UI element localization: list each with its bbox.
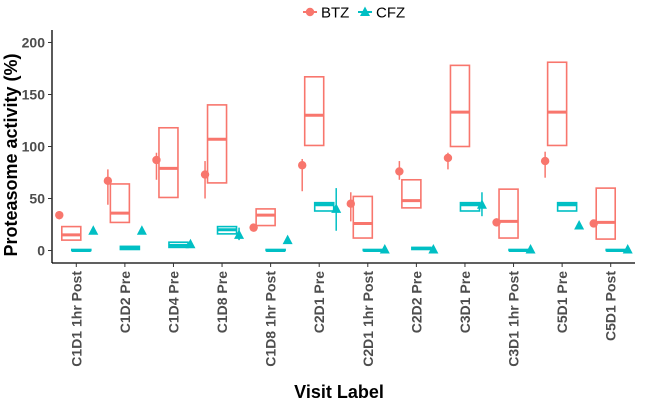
x-tick-label: C1D1 1hr Post	[68, 271, 84, 367]
cfz-point	[476, 199, 487, 209]
cfz-point	[379, 243, 390, 254]
legend-marker	[305, 7, 315, 17]
btz-box	[158, 126, 179, 199]
btz-point	[152, 155, 161, 165]
x-tick-label: C3D1 1hr Post	[506, 271, 522, 367]
cfz-box	[556, 201, 578, 212]
btz-box	[206, 104, 228, 184]
btz-point	[346, 199, 355, 208]
x-tick-label: C5D1 Post	[603, 271, 619, 341]
btz-box	[352, 195, 374, 239]
cfz-point	[574, 220, 585, 230]
btz-box	[303, 76, 325, 147]
legend-label: BTZ	[321, 5, 349, 22]
x-tick-label: C5D1 Pre	[554, 271, 570, 333]
btz-box	[109, 183, 131, 224]
x-tick-label: C1D8 Pre	[214, 271, 230, 333]
btz-point	[55, 210, 64, 220]
btz-box	[595, 187, 617, 240]
cfz-point	[88, 225, 99, 235]
btz-point	[395, 167, 404, 176]
x-tick-label: C1D8 1hr Post	[263, 271, 279, 367]
btz-box	[60, 225, 82, 241]
x-tick-label: C2D2 Pre	[408, 271, 424, 333]
legend: BTZ CFZ	[303, 5, 405, 22]
cfz-point	[428, 243, 439, 254]
btz-point	[200, 170, 210, 179]
y-tick-label: 50	[29, 191, 45, 207]
cfz-point	[234, 229, 245, 239]
y-axis-title: Proteasome activity (%)	[1, 53, 21, 256]
y-tick-label: 100	[22, 139, 46, 155]
btz-point	[103, 176, 113, 186]
btz-point	[589, 219, 598, 228]
x-tick-label: C3D1 Pre	[457, 271, 473, 333]
btz-box	[255, 208, 276, 227]
plot-area: 0 50 100 150 200 C1D1 1hr Post C1D2 Pre C1D4 Pr…	[22, 30, 635, 367]
btz-box	[546, 61, 568, 147]
x-tick-label: C1D2 Pre	[117, 271, 133, 333]
legend-marker	[360, 6, 370, 16]
cfz-point	[136, 225, 147, 235]
cfz-point	[185, 238, 196, 249]
x-tick-label: C1D4 Pre	[165, 271, 181, 333]
legend-label: CFZ	[376, 5, 405, 22]
cfz-point	[525, 243, 536, 254]
cfz-point	[282, 234, 293, 245]
cfz-point	[331, 203, 342, 213]
btz-point	[540, 156, 550, 166]
btz-box	[401, 178, 422, 209]
x-tick-label: C2D1 1hr Post	[360, 271, 376, 367]
x-tick-label: C2D1 Pre	[311, 271, 327, 333]
y-tick-label: 0	[37, 243, 45, 259]
btz-point	[443, 153, 453, 163]
btz-point	[492, 218, 501, 227]
btz-point	[298, 161, 307, 170]
x-axis-title: Visit Label	[294, 382, 384, 402]
y-tick-label: 150	[22, 86, 46, 102]
cfz-point	[622, 243, 633, 254]
btz-box	[449, 64, 471, 148]
y-tick-label: 200	[22, 34, 46, 50]
btz-box	[498, 188, 519, 239]
cfz-box	[313, 201, 335, 212]
btz-point	[249, 223, 258, 232]
